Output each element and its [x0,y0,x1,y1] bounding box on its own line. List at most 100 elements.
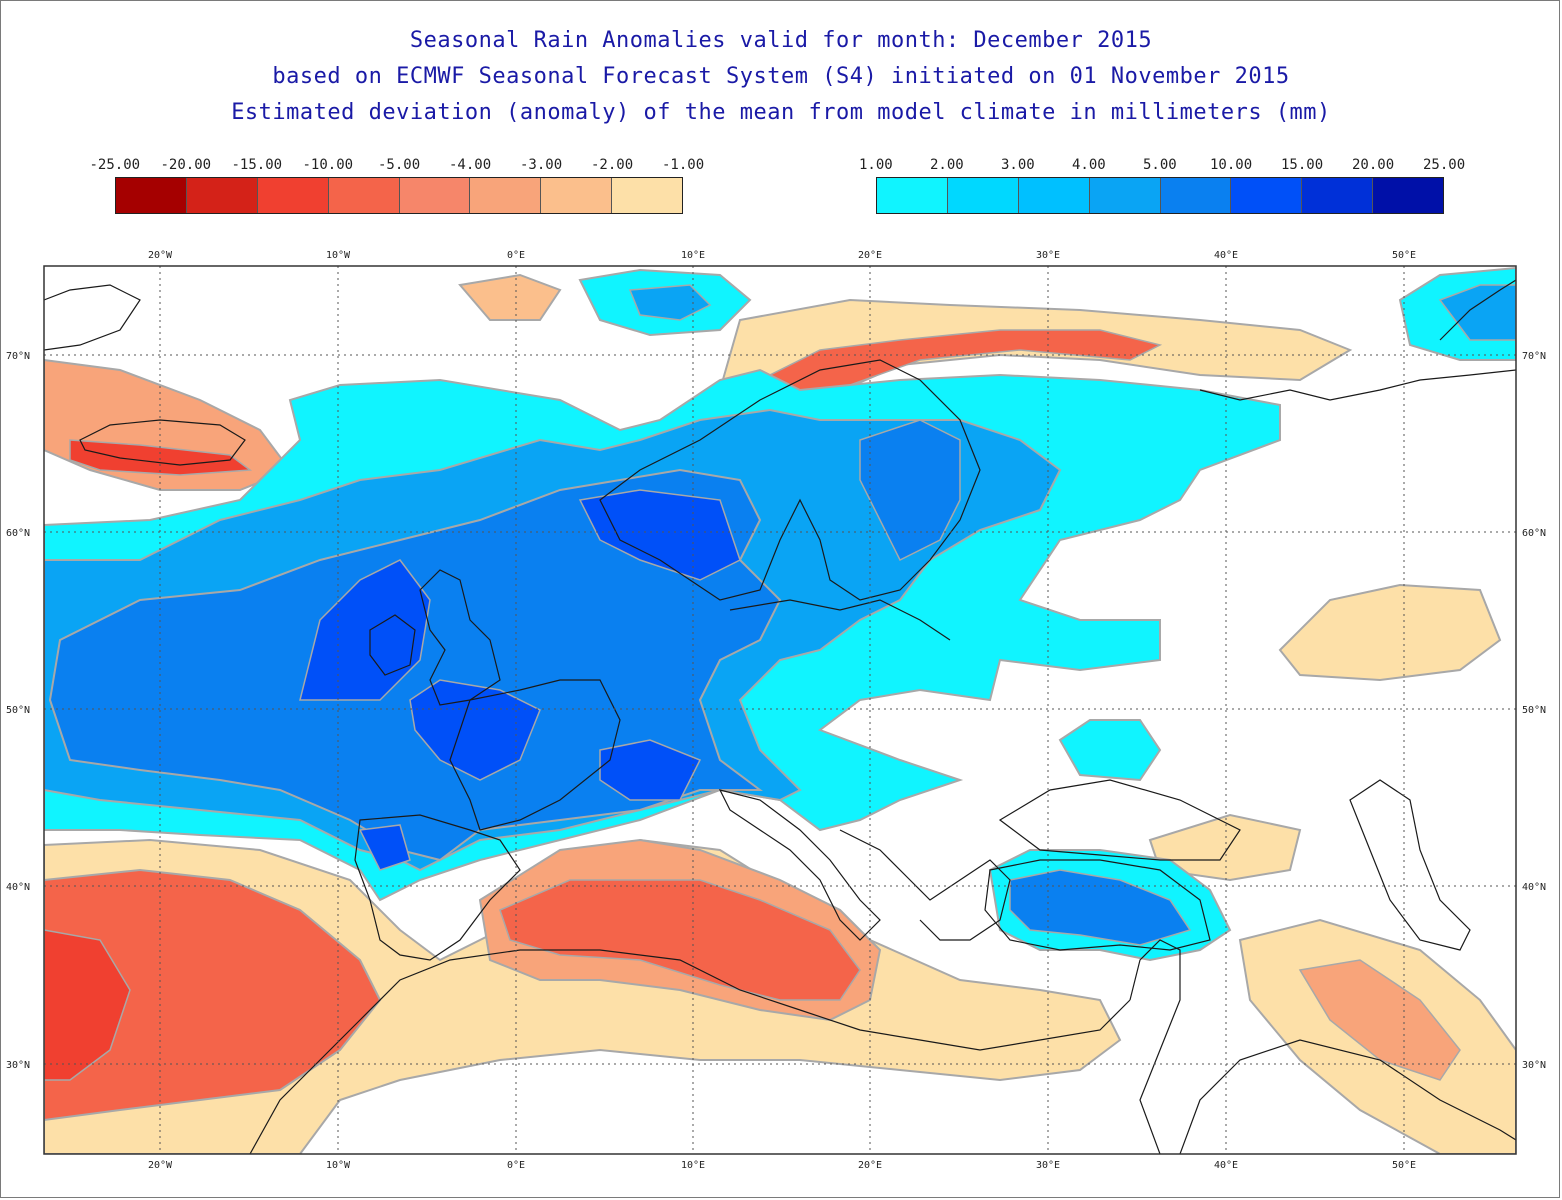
dry-region-top-patch [458,273,562,321]
map-border [43,265,1517,1155]
graticule [44,266,1516,1154]
lat-label-right: 70°N [1522,351,1546,362]
pos-swatch [1302,178,1374,213]
neg-swatch [257,178,329,213]
neg-swatch [399,178,471,213]
lat-label-left: 70°N [6,351,30,362]
lon-label-bottom: 40°E [1214,1160,1238,1171]
coast-balkans [839,829,1011,941]
pos-swatch [1231,178,1303,213]
dry-region-med-strong [499,879,861,1001]
neg-label: -10.00 [302,157,354,173]
coast-ireland [369,614,416,676]
colorbar-negative [115,177,683,214]
lat-label-left: 40°N [6,882,30,893]
wet-region-northeast-strong [1438,284,1516,341]
pos-label: 20.00 [1352,157,1395,173]
coast-arabia [1179,1039,1516,1154]
pos-label: 10.00 [1210,157,1253,173]
colorbar-positive [876,177,1444,214]
coast-britain [419,569,501,706]
pos-label: 2.00 [930,157,964,173]
pos-swatch [1160,178,1232,213]
neg-swatch [541,178,613,213]
coast-levant [1129,939,1181,1154]
neg-label: -25.00 [89,157,141,173]
pos-swatch [1018,178,1090,213]
coastlines [44,279,1516,1154]
coast-greenland [44,284,141,351]
neg-label: -15.00 [231,157,283,173]
wet-region-stronger-1 [299,559,431,701]
lat-label-right: 50°N [1522,705,1546,716]
coast-france [449,679,621,831]
coast-russia-north [1199,369,1516,401]
anomaly-fields [44,266,1516,1154]
lon-label-top: 0°E [507,250,525,261]
wet-region-stronger-3 [578,489,741,581]
wet-region-stronger-4 [599,739,702,801]
neg-label: -2.00 [591,157,634,173]
dry-region-west-core [44,929,131,1081]
lat-label-left: 60°N [6,528,30,539]
coast-iceland [79,419,246,466]
dry-region-russia [1278,583,1502,682]
pos-label: 4.00 [1072,157,1106,173]
dry-region-middle-east-strong [1298,959,1461,1081]
pos-label: 25.00 [1423,157,1466,173]
lon-label-top: 40°E [1214,250,1238,261]
pos-swatch [1089,178,1161,213]
wet-region-scandinavia [859,419,961,562]
pos-swatch [947,178,1019,213]
wet-region-top-strong [628,284,712,321]
lon-label-bottom: 20°E [858,1160,882,1171]
title-line-3: Estimated deviation (anomaly) of the mea… [231,100,1331,125]
lon-label-bottom: 20°W [148,1160,173,1171]
pos-label: 5.00 [1143,157,1177,173]
title-line-1: Seasonal Rain Anomalies valid for month:… [409,28,1153,53]
lon-label-top: 10°W [326,250,351,261]
lon-label-bottom: 0°E [507,1160,525,1171]
lon-label-bottom: 50°E [1392,1160,1416,1171]
neg-swatch [612,178,682,213]
neg-label: -5.00 [378,157,421,173]
lon-label-bottom: 10°E [681,1160,705,1171]
coast-scandinavia [599,359,981,601]
dry-region-southwest [44,838,1122,1154]
lon-label-top: 30°E [1036,250,1060,261]
coast-italy [718,789,881,941]
coast-north-africa [249,949,1131,1154]
axis-labels: 20°W 20°W 10°W 10°W 0°E 0°E 10°E 10°E 20°E 20°E 30… [6,250,1546,1171]
lon-label-top: 50°E [1392,250,1416,261]
coast-black-sea [998,779,1241,861]
pos-swatch [1373,178,1443,213]
lat-label-left: 30°N [6,1060,30,1071]
neg-label: -4.00 [449,157,492,173]
neg-swatch [186,178,258,213]
coast-turkey [984,859,1211,951]
lat-label-right: 30°N [1522,1060,1546,1071]
pos-swatch [877,178,948,213]
coast-baltic [729,599,951,641]
dry-region-west-strong [44,868,382,1122]
dry-region-iceland-strong [69,439,253,476]
lat-label-right: 40°N [1522,882,1546,893]
lon-label-bottom: 30°E [1036,1160,1060,1171]
lat-label-left: 50°N [6,705,30,716]
neg-label: -1.00 [662,157,705,173]
coast-novaya-zemlya [1439,279,1516,341]
pos-label: 3.00 [1001,157,1035,173]
lon-label-top: 20°E [858,250,882,261]
wet-region-stronger-5 [358,824,411,871]
lon-label-bottom: 10°W [326,1160,351,1171]
pos-label: 1.00 [859,157,893,173]
lon-label-top: 10°E [681,250,705,261]
neg-swatch [470,178,542,213]
lat-label-right: 60°N [1522,528,1546,539]
neg-swatch [328,178,400,213]
neg-label: -20.00 [160,157,212,173]
coast-caspian [1349,779,1471,951]
wet-region-turkey-strong [1009,869,1192,946]
